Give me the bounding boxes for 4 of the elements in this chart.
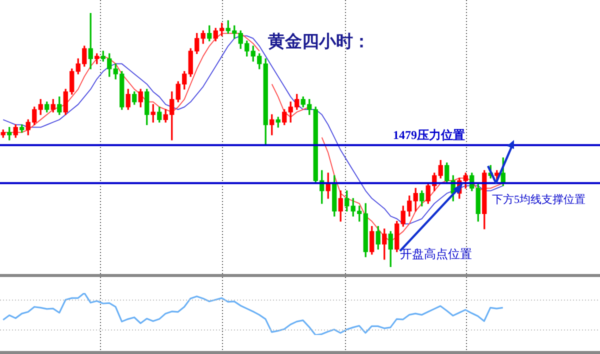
annotation: 开盘高点位置 xyxy=(400,247,472,261)
ref-line-label: 下方5均线支撑位置 xyxy=(492,193,586,206)
ref-line-label: 1479压力位置 xyxy=(393,128,465,142)
text: 黄金四小时： xyxy=(268,31,370,53)
